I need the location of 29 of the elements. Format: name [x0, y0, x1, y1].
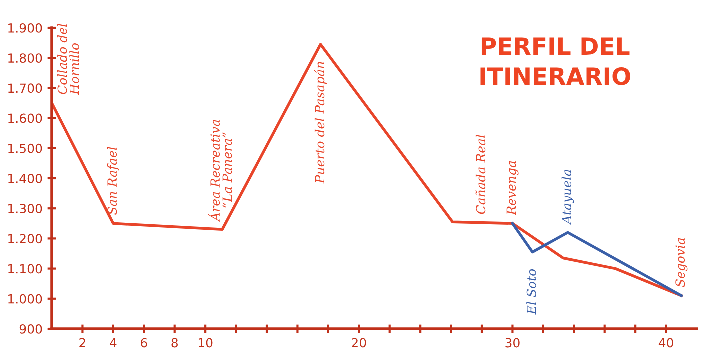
annotation: Collado del Hornillo: [58, 24, 80, 96]
y-tick-label: 900: [20, 324, 42, 334]
text: PERFIL DEL ITINERARIO: [480, 38, 630, 86]
x-tick-label: 10: [198, 338, 213, 348]
x-tick-label: 4: [110, 338, 117, 348]
x-tick-label: 40: [658, 338, 674, 348]
x-tick-label: 30: [506, 338, 520, 348]
annotation: El Soto: [526, 269, 536, 315]
y-tick-label: 1.300: [8, 204, 42, 214]
x-tick-label: 20: [352, 338, 366, 348]
y-tick-label: 1.100: [8, 264, 42, 274]
y-tick-label: 1.400: [8, 174, 42, 184]
y-tick-label: 1.900: [8, 23, 42, 33]
y-tick-label: 1.200: [8, 234, 42, 244]
annotation: Área Recreativa “La Panera”: [208, 120, 232, 222]
x-tick-label: 6: [141, 338, 148, 348]
annotation: Segovia: [676, 238, 688, 288]
x-tick-label: 8: [172, 338, 178, 348]
annotation: Atayuela: [562, 170, 574, 226]
y-tick-label: 1.000: [8, 294, 42, 304]
y-tick-label: 1.700: [8, 84, 42, 94]
y-tick-label: 1.600: [8, 114, 42, 124]
annotation: Cañada Real: [476, 135, 486, 214]
annotation: San Rafael: [107, 147, 120, 215]
y-tick-label: 1.500: [8, 144, 42, 154]
annotation: Puerto del Pasapán: [314, 62, 328, 184]
x-tick-label: 2: [80, 338, 86, 348]
annotation: Revenga: [506, 161, 519, 216]
y-tick-label: 1.800: [8, 54, 42, 64]
